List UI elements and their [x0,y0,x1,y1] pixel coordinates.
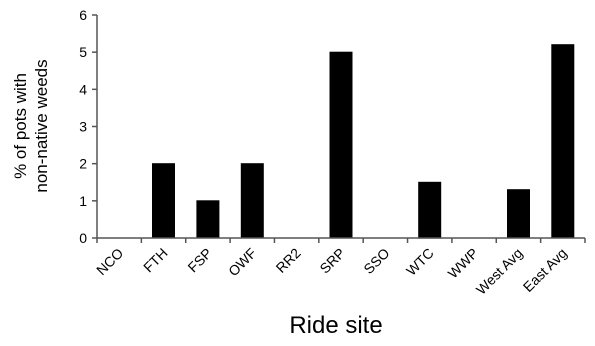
bar-fth [152,163,175,239]
bar-srp [329,51,353,239]
y-axis-title-line-2: non-native weeds [32,59,51,192]
y-tick-label-1: 1 [79,193,87,209]
x-tick-label-sso: SSO [360,245,392,277]
y-tick-label-5: 5 [79,44,87,60]
x-tick-label-nco: NCO [93,245,126,278]
x-tick-label-wwp: WWP [445,245,482,282]
x-tick-label-rr2: RR2 [273,245,304,276]
bar-owf [240,163,264,239]
x-tick-label-west-avg: West Avg [473,245,526,298]
x-axis-title: Ride site [289,312,382,339]
y-axis-title-line-1: % of pots with [11,73,30,179]
x-tick-label-srp: SRP [316,245,348,277]
x-tick-label-fth: FTH [140,245,171,276]
y-tick-label-0: 0 [79,230,87,246]
x-tick-label-wtc: WTC [403,245,437,279]
bar-west-avg [507,189,530,239]
bar-wtc [418,181,442,239]
bar-fsp [196,200,220,239]
y-tick-label-2: 2 [79,156,87,172]
bars-group [152,44,575,239]
x-tick-label-fsp: FSP [184,245,215,276]
bar-east-avg [551,44,575,239]
y-tick-label-3: 3 [79,119,87,135]
x-tick-label-owf: OWF [225,245,259,279]
y-ticks-group: 0 1 2 3 4 5 6 [79,7,97,246]
y-tick-label-6: 6 [79,7,87,23]
y-axis-title: % of pots with non-native weeds [11,59,51,192]
y-tick-label-4: 4 [79,81,87,97]
x-tick-label-east-avg: East Avg [520,245,570,295]
